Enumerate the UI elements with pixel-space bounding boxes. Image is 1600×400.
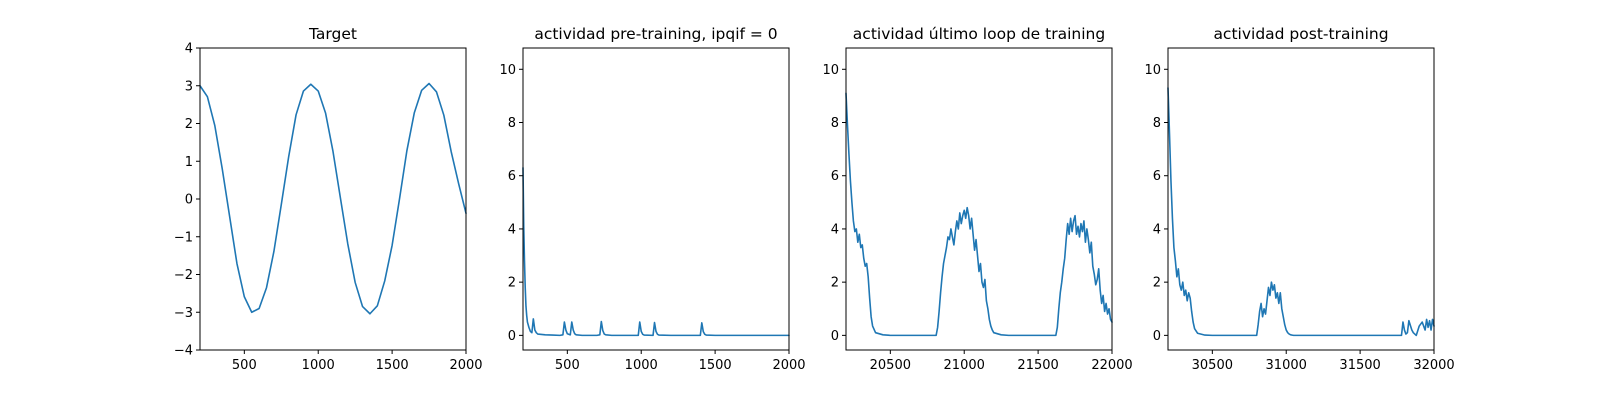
chart-2-x-tick-label: 2000 <box>772 358 805 373</box>
chart-2-x-tick-label: 1500 <box>699 358 732 373</box>
chart-1-y-tick-label: 0 <box>185 193 193 208</box>
chart-4-y-tick-label: 10 <box>1144 63 1161 78</box>
chart-2-y-tick-label: 6 <box>508 169 516 184</box>
chart-3-y-tick-label: 6 <box>831 169 839 184</box>
chart-3-x-tick-label: 20500 <box>870 358 911 373</box>
chart-3-series-line <box>845 92 1113 337</box>
chart-3-title: actividad último loop de training <box>853 25 1105 43</box>
chart-3-y-tick-label: 0 <box>831 329 839 344</box>
chart-1-y-tick-label: 3 <box>185 79 193 94</box>
chart-3-x-tick-label: 21000 <box>944 358 985 373</box>
chart-4-series-line <box>1167 87 1435 337</box>
chart-3-y-tick-label: 4 <box>831 222 839 237</box>
chart-1-y-tick-label: −4 <box>174 344 193 359</box>
chart-1-series-line <box>199 82 467 315</box>
chart-1-x-tick-label: 1000 <box>302 358 335 373</box>
chart-4-y-tick-label: 6 <box>1153 169 1161 184</box>
chart-3-y-tick-label: 10 <box>822 63 839 78</box>
chart-4-x-tick-label: 31500 <box>1339 358 1380 373</box>
chart-3-x-tick-label: 21500 <box>1017 358 1058 373</box>
chart-3-y-tick-label: 2 <box>831 276 839 291</box>
chart-panel-1: Target 500 1000 1500 2000 −4 −3 −2 −1 0 1 2 3 4 <box>174 25 483 373</box>
chart-2-axes-frame <box>522 47 790 351</box>
chart-2-series-line <box>522 166 790 337</box>
chart-4-y-tick-label: 2 <box>1153 276 1161 291</box>
chart-4-x-tick-label: 32000 <box>1413 358 1454 373</box>
chart-2-y-tick-label: 2 <box>508 276 516 291</box>
chart-1-x-tick-label: 500 <box>232 358 257 373</box>
chart-1-y-tick-label: 4 <box>185 42 193 57</box>
chart-1-y-tick-label: −3 <box>174 306 193 321</box>
chart-4-y-tick-label: 0 <box>1153 329 1161 344</box>
chart-2-y-tick-label: 0 <box>508 329 516 344</box>
chart-1-x-tick-label: 1500 <box>376 358 409 373</box>
chart-3-x-tick-label: 22000 <box>1091 358 1132 373</box>
chart-2-x-tick-label: 500 <box>555 358 580 373</box>
chart-1-y-tick-label: 1 <box>185 155 193 170</box>
chart-1-title: Target <box>308 25 357 43</box>
chart-4-axes-frame <box>1167 47 1435 351</box>
chart-4-x-tick-label: 30500 <box>1192 358 1233 373</box>
chart-2-title: actividad pre-training, ipqif = 0 <box>534 25 777 43</box>
chart-2-y-tick-label: 10 <box>499 63 516 78</box>
chart-4-y-tick-label: 4 <box>1153 222 1161 237</box>
chart-4-x-tick-label: 31000 <box>1266 358 1307 373</box>
chart-2-y-tick-label: 8 <box>508 116 516 131</box>
chart-2-x-tick-label: 1000 <box>625 358 658 373</box>
chart-1-y-tick-label: −2 <box>174 268 193 283</box>
chart-panel-4: actividad post-training 30500 31000 31500 32… <box>1144 25 1454 373</box>
chart-3-y-tick-label: 8 <box>831 116 839 131</box>
chart-3-axes-frame <box>845 47 1113 351</box>
chart-1-x-tick-label: 2000 <box>449 358 482 373</box>
chart-1-y-tick-label: 2 <box>185 117 193 132</box>
chart-2-y-tick-label: 4 <box>508 222 516 237</box>
chart-4-y-tick-label: 8 <box>1153 116 1161 131</box>
chart-panel-2: actividad pre-training, ipqif = 0 500 1000… <box>499 25 805 373</box>
chart-4-title: actividad post-training <box>1213 25 1388 43</box>
chart-1-y-tick-label: −1 <box>174 230 193 245</box>
